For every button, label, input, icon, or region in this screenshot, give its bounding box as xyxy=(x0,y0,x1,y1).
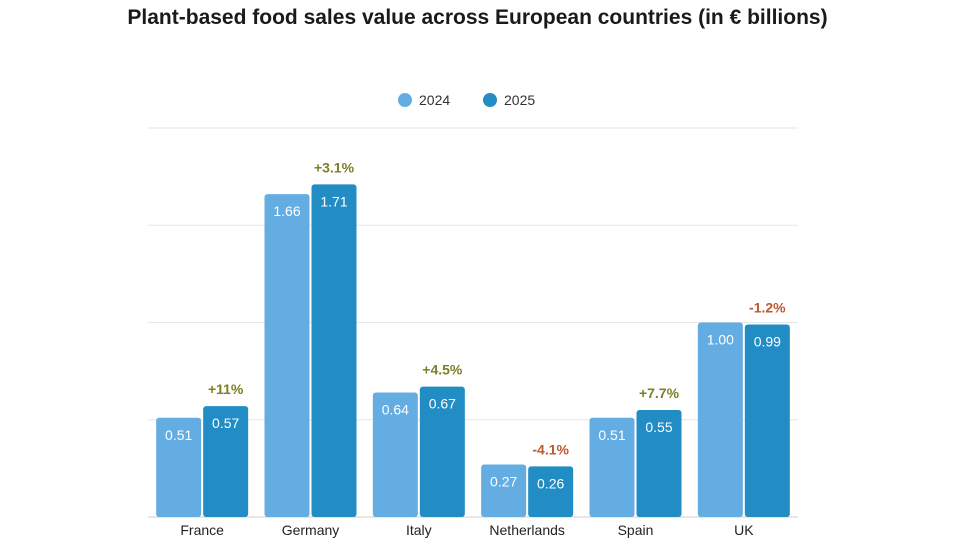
gridlines xyxy=(148,127,798,518)
bar-2025-france xyxy=(203,406,249,517)
value-label: 0.51 xyxy=(165,427,192,443)
change-label: +4.5% xyxy=(422,362,463,378)
bars xyxy=(156,184,790,517)
x-tick-label: Spain xyxy=(618,522,654,538)
legend-marker xyxy=(398,93,412,107)
bar-2025-uk xyxy=(744,324,790,517)
legend-label: 2024 xyxy=(419,92,450,108)
value-label: 0.55 xyxy=(645,419,672,435)
change-label: +7.7% xyxy=(639,385,680,401)
value-label: 1.00 xyxy=(707,332,734,348)
bar-2025-italy xyxy=(419,386,465,517)
value-label: 1.71 xyxy=(320,193,347,209)
legend: 2024 2025 xyxy=(398,92,535,108)
x-tick-label: Germany xyxy=(282,522,340,538)
change-label: +11% xyxy=(208,381,244,397)
legend-label: 2025 xyxy=(504,92,535,108)
bar-2024-uk xyxy=(697,322,743,517)
value-label: 1.66 xyxy=(273,203,300,219)
value-label: 0.64 xyxy=(382,402,409,418)
value-label: 0.99 xyxy=(754,333,781,349)
bar-2024-france xyxy=(156,417,202,517)
bar-2024-spain xyxy=(589,417,635,517)
value-label: 0.26 xyxy=(537,475,564,491)
change-label: -1.2% xyxy=(749,299,786,315)
bar-2024-italy xyxy=(372,392,418,517)
x-tick-label: Italy xyxy=(406,522,432,538)
x-tick-label: UK xyxy=(734,522,754,538)
value-label: 0.51 xyxy=(598,427,625,443)
bar-2024-germany xyxy=(264,194,310,517)
value-label: 0.67 xyxy=(429,396,456,412)
bar-2025-germany xyxy=(311,184,357,517)
bar-2024-netherlands xyxy=(481,464,527,517)
legend-marker xyxy=(483,93,497,107)
bar-2025-spain xyxy=(636,410,682,517)
labels: 0.51 0.57 +11% France 1.66 1.71 +3.1% Germany 0.… xyxy=(165,159,786,538)
change-label: -4.1% xyxy=(532,441,569,457)
change-label: +3.1% xyxy=(314,159,355,175)
value-label: 0.57 xyxy=(212,415,239,431)
x-tick-label: Netherlands xyxy=(489,522,565,538)
bar-2025-netherlands xyxy=(528,466,574,517)
x-tick-label: France xyxy=(180,522,224,538)
chart-title: Plant-based food sales value across Euro… xyxy=(127,6,828,29)
value-label: 0.27 xyxy=(490,473,517,489)
